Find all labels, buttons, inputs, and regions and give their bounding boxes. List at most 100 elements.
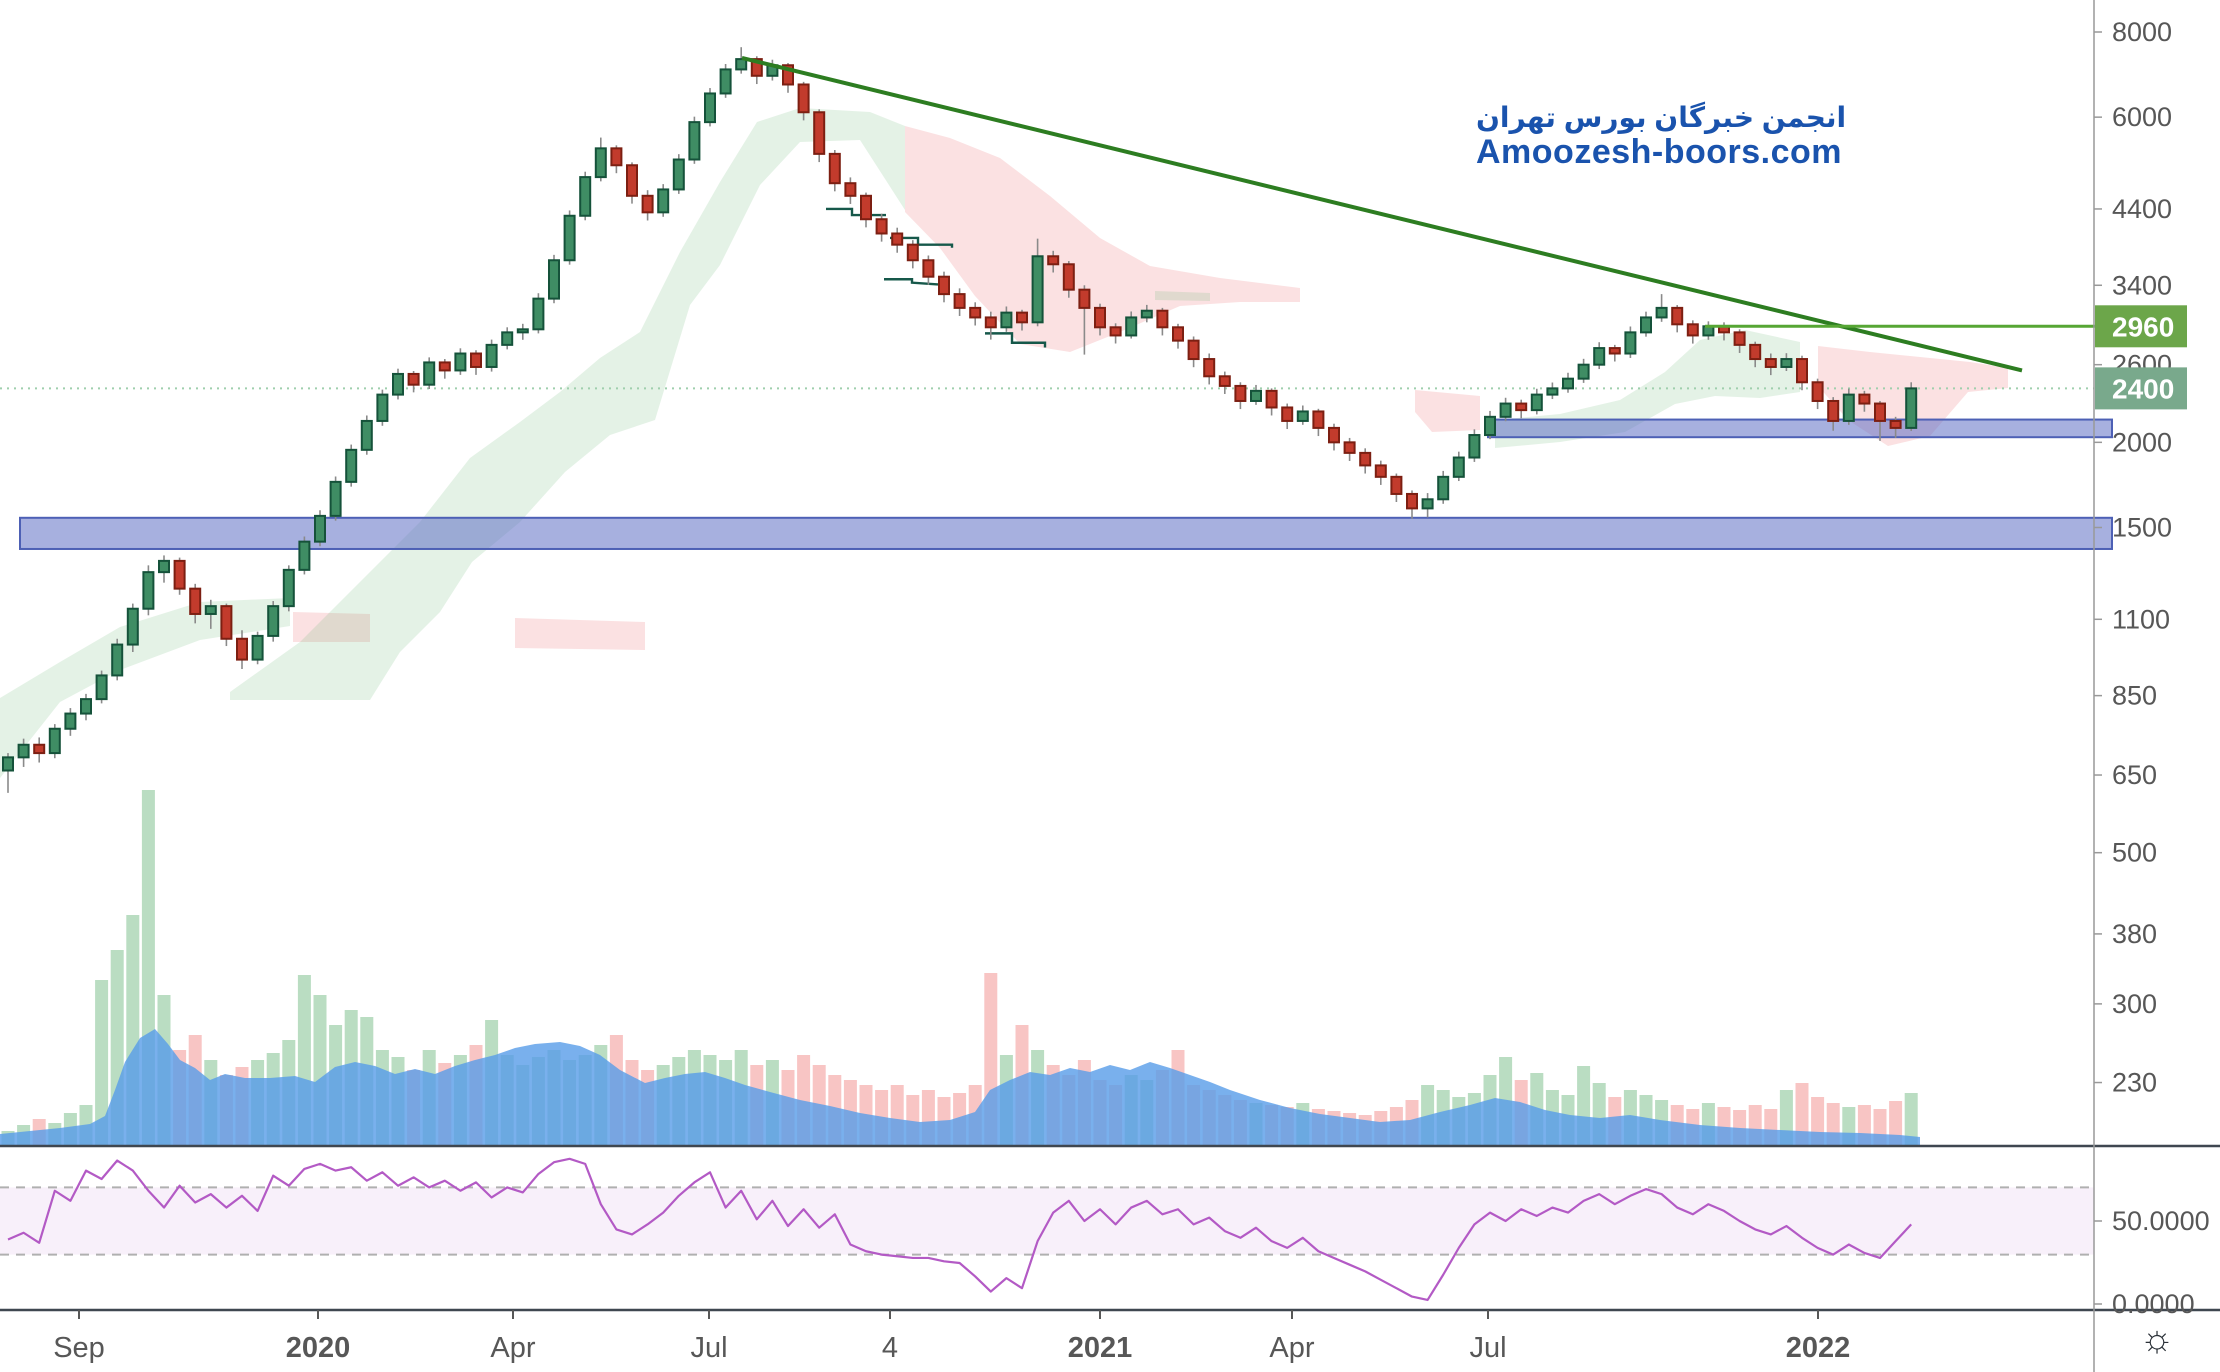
candle-down [1218, 375, 1231, 387]
candle-up [251, 634, 264, 661]
candle-down [1343, 441, 1356, 454]
candle-down [1686, 323, 1699, 337]
candlestick-layer [2, 47, 1918, 793]
volume-bar [95, 980, 109, 1145]
candle-down [813, 111, 826, 155]
candle-down [1047, 255, 1060, 266]
candle-down [1234, 384, 1247, 402]
candle-down [1016, 311, 1028, 324]
settings-gear-icon[interactable]: ☼ [2139, 1317, 2175, 1360]
time-tick-label: 2021 [1068, 1332, 1133, 1364]
candle-up [454, 352, 467, 372]
candle-down [1764, 358, 1777, 368]
candle-down [1312, 410, 1325, 429]
candle-up [1530, 393, 1543, 412]
price-tick-label: 1100 [2112, 604, 2170, 634]
candle-down [1328, 426, 1340, 444]
candle-down [1172, 326, 1184, 342]
price-tick-label: 300 [2112, 989, 2157, 1019]
candle-up [1593, 347, 1606, 366]
volume-bar [1795, 1083, 1809, 1145]
candle-up [298, 540, 311, 571]
price-tick-label: 650 [2112, 760, 2157, 790]
candle-down [1811, 381, 1824, 402]
candle-up [704, 92, 716, 124]
time-tick-label: Sep [53, 1332, 105, 1364]
time-axis[interactable]: Sep 2020 Apr Jul 4 2021 Apr Jul 2022 [53, 1310, 1850, 1364]
candle-down [641, 194, 654, 214]
price-axis[interactable]: 8000600044003400260020001500110085065050… [2094, 17, 2210, 1319]
candle-up [1452, 456, 1465, 478]
rsi-band-fill [0, 1187, 2094, 1255]
indicator-tick-label: 0.0000 [2112, 1289, 2195, 1319]
volume-overlay-area [0, 1029, 1920, 1145]
candle-down [1889, 419, 1902, 429]
time-tick-label: 4 [882, 1332, 898, 1364]
candle-down [626, 164, 638, 197]
candle-up [1296, 410, 1309, 422]
candle-down [470, 352, 482, 368]
price-tick-label: 2000 [2112, 427, 2172, 457]
indicator-tick-label: 50.0000 [2112, 1206, 2210, 1236]
price-tick-label: 850 [2112, 681, 2157, 711]
candle-up [1031, 255, 1044, 324]
candle-up [1140, 309, 1153, 319]
descending-trendline[interactable] [741, 55, 2023, 373]
candle-down [969, 306, 982, 319]
candle-down [1359, 451, 1372, 467]
candle-up [1624, 331, 1637, 355]
price-tick-label: 380 [2112, 919, 2157, 949]
candle-down [407, 372, 420, 386]
cloud-red [1415, 390, 1480, 432]
candle-down [1858, 393, 1871, 405]
candle-up [672, 158, 685, 191]
candle-down [173, 559, 186, 590]
candle-down [1187, 339, 1200, 361]
time-tick-label: 2022 [1786, 1332, 1851, 1364]
support-zone-layer[interactable] [19, 418, 2113, 550]
candle-up [735, 58, 748, 71]
candle-up [158, 559, 170, 574]
candle-down [1608, 347, 1621, 355]
candle-up [17, 743, 30, 759]
candle-down [220, 605, 233, 640]
price-tick-label: 230 [2112, 1068, 2157, 1098]
candle-up [1640, 316, 1652, 334]
candle-down [1109, 326, 1122, 337]
candle-up [267, 605, 280, 637]
support-zone-rect[interactable] [19, 516, 2113, 550]
candle-down [33, 743, 46, 755]
support-zone-rect[interactable] [1487, 418, 2113, 439]
candle-down [1078, 288, 1091, 309]
candle-up [423, 361, 436, 386]
candle-up [516, 328, 529, 334]
candle-down [782, 64, 794, 86]
candle-up [2, 756, 14, 772]
candle-down [236, 637, 248, 661]
price-tick-label: 500 [2112, 838, 2157, 868]
candle-up [1905, 387, 1918, 429]
time-tick-label: Jul [690, 1332, 727, 1364]
candle-up [80, 698, 92, 715]
candle-down [1827, 399, 1840, 422]
candle-up [1577, 363, 1590, 380]
candle-up [1250, 389, 1262, 402]
candle-up [1437, 475, 1450, 501]
rsi-line [7, 1157, 1913, 1302]
time-tick-label: 2020 [286, 1332, 351, 1364]
time-tick-label: Apr [1269, 1332, 1314, 1364]
candle-up [95, 674, 108, 701]
baseline-segment [884, 278, 939, 286]
candle-down [1749, 343, 1762, 361]
candle-down [1203, 358, 1216, 378]
candle-up [314, 514, 326, 543]
candle-down [797, 83, 810, 114]
price-badge [2095, 367, 2187, 410]
candle-down [828, 152, 841, 185]
candle-up [282, 568, 295, 608]
candle-up [1125, 316, 1138, 337]
cloud-red [905, 126, 1300, 352]
candle-up [329, 480, 342, 517]
candle-down [750, 58, 763, 77]
